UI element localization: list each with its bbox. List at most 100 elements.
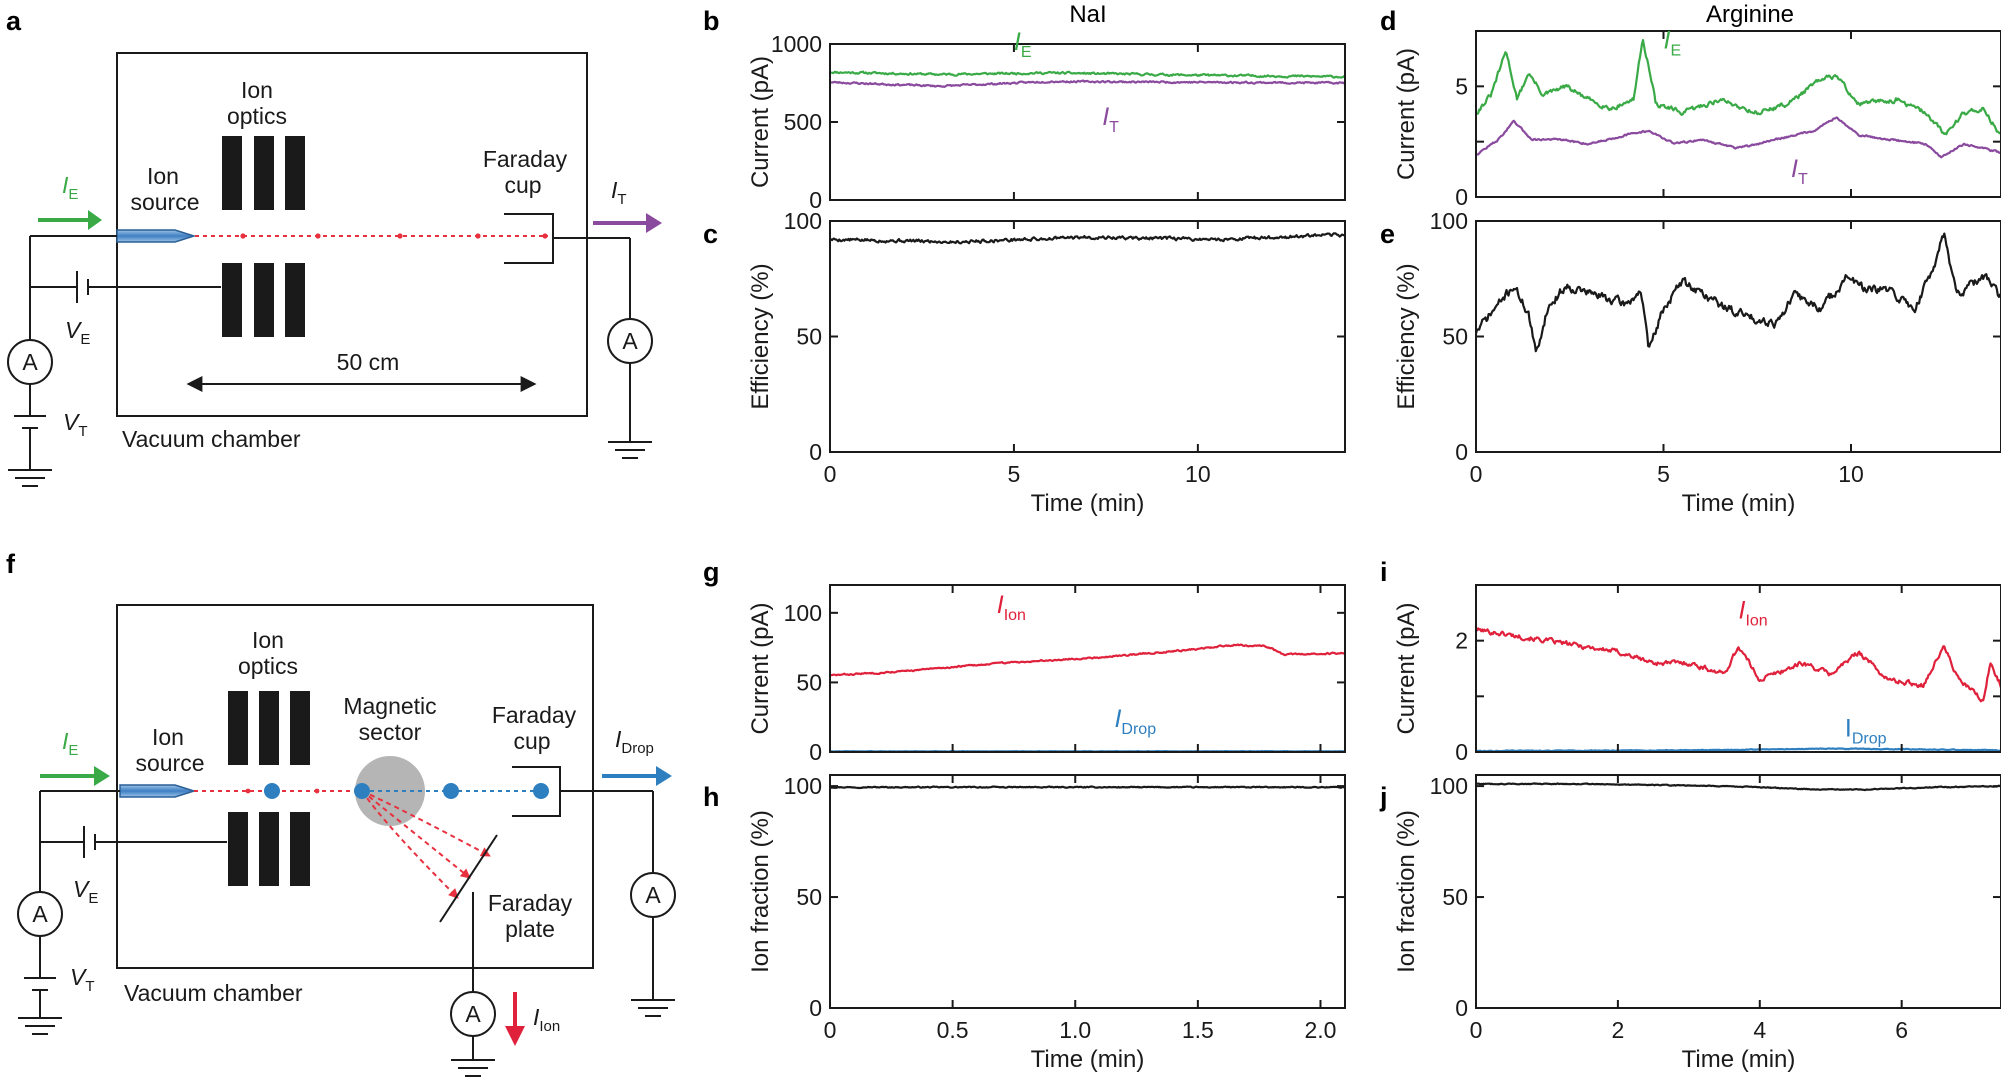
vacuum-chamber-box-f	[116, 604, 594, 969]
plot-frame	[1475, 220, 2001, 453]
column-title-nai: NaI	[1069, 1, 1106, 28]
x-axis-label: Time (min)	[1031, 490, 1145, 517]
series-I_Ion	[830, 643, 1345, 677]
faraday-cup-label-a1: Faraday	[483, 146, 568, 172]
idrop-label: IDrop	[615, 726, 654, 757]
y-axis-label: Ion fraction (%)	[747, 810, 774, 973]
ion-optics-lower	[222, 263, 305, 337]
ammeter-label-ion-f: A	[465, 1001, 481, 1027]
panel-letter-a: a	[6, 6, 22, 36]
magnetic-sector-label-2: sector	[359, 719, 422, 745]
panel-letter-g: g	[703, 557, 720, 587]
ion-optics-label-a1: Ion	[241, 77, 273, 103]
y-tick-label: 50	[1442, 324, 1468, 350]
series-I_E	[1476, 38, 2001, 136]
beam-dots-f	[264, 783, 549, 799]
y-tick-label: 1000	[771, 31, 822, 57]
x-tick-label: 2.0	[1304, 1017, 1336, 1043]
x-axis-label: Time (min)	[1031, 1046, 1145, 1073]
series-ion_fraction	[830, 785, 1345, 790]
series-label-e: IE	[1664, 27, 1682, 60]
distance-label: 50 cm	[337, 349, 400, 375]
faraday-plate	[439, 834, 498, 923]
series-group	[1476, 782, 2001, 792]
ammeter-label-right-a: A	[622, 328, 638, 354]
chart-g: 0 50 100 Current (pA) IIon IDrop	[747, 584, 1346, 765]
y-axis-label: Current (pA)	[1393, 602, 1420, 734]
y-tick-label: 2	[1455, 628, 1468, 654]
x-tick-label: 4	[1753, 1017, 1766, 1043]
plot-frame	[829, 43, 1346, 201]
series-label-drop: IDrop	[1845, 714, 1887, 747]
y-tick-label: 0	[809, 187, 822, 213]
chart-j: 0 2 4 6 0 50 100 Ion fraction (%) Time (min)	[1393, 773, 2001, 1073]
plot-frame	[1475, 584, 2001, 753]
plot-frame	[1475, 30, 2001, 198]
it-label-a: IT	[611, 177, 627, 208]
panel-letter-b: b	[703, 6, 720, 36]
schematic-f-labels: Ion optics Ion source Magnetic sector Fa…	[32, 627, 661, 1035]
ie-arrow-f	[94, 766, 110, 786]
y-tick-label: 100	[784, 773, 822, 799]
ion-source-label-f2: source	[135, 750, 204, 776]
ion-source-label-f1: Ion	[152, 724, 184, 750]
y-tick-label: 100	[784, 208, 822, 234]
magnetic-sector-label-1: Magnetic	[343, 693, 436, 719]
ion-source-label-a1: Ion	[147, 163, 179, 189]
panel-letter-f: f	[6, 549, 16, 579]
y-axis-label: Current (pA)	[747, 602, 774, 734]
iion-arrow	[505, 1026, 525, 1046]
panel-letter-i: i	[1380, 557, 1388, 587]
ie-arrow-a	[88, 210, 102, 230]
ion-source-label-a2: source	[130, 189, 199, 215]
y-axis-label: Current (pA)	[747, 56, 774, 188]
plot-frame	[829, 220, 1346, 453]
y-tick-label: 500	[784, 109, 822, 135]
series-group	[830, 232, 1345, 245]
x-tick-label: 10	[1185, 461, 1211, 487]
y-tick-label: 50	[1442, 884, 1468, 910]
y-tick-label: 0	[1455, 995, 1468, 1021]
ie-label-f: IE	[62, 728, 78, 759]
x-tick-label: 6	[1895, 1017, 1908, 1043]
series-label-t: IT	[1791, 155, 1808, 188]
panel-letter-h: h	[703, 782, 720, 812]
schematic-f	[17, 604, 676, 1077]
ion-optics-label-a2: optics	[227, 103, 287, 129]
x-tick-label: 0	[824, 1017, 837, 1043]
x-tick-label: 1.5	[1182, 1017, 1214, 1043]
y-axis-label: Current (pA)	[1393, 48, 1420, 180]
series-I_T	[1476, 116, 2001, 159]
y-tick-label: 100	[1430, 208, 1468, 234]
vt-label-a: VT	[63, 409, 88, 440]
iion-label: IIon	[533, 1004, 560, 1035]
series-I_Drop	[1476, 747, 2001, 752]
series-I_Ion	[1476, 627, 2001, 703]
series-efficiency	[830, 232, 1345, 245]
column-title-arginine: Arginine	[1706, 1, 1794, 28]
ion-optics-label-f1: Ion	[252, 627, 284, 653]
series-I_E	[830, 70, 1345, 79]
vacuum-chamber-label-f: Vacuum chamber	[124, 980, 303, 1006]
y-tick-label: 0	[1455, 439, 1468, 465]
series-group	[830, 785, 1345, 790]
y-tick-label: 5	[1455, 73, 1468, 99]
vacuum-chamber-label-a: Vacuum chamber	[122, 426, 301, 452]
panel-letter-d: d	[1380, 6, 1397, 36]
ammeter-label-left-a: A	[22, 349, 38, 375]
series-group	[1476, 232, 2001, 353]
chart-d: 0 5 Current (pA) IE IT	[1393, 27, 2001, 210]
x-axis-label: Time (min)	[1682, 1046, 1796, 1073]
faraday-plate-label-2: plate	[505, 916, 555, 942]
ion-source-tip	[116, 229, 197, 243]
x-tick-label: 0	[1470, 461, 1483, 487]
faraday-cup-label-f2: cup	[513, 728, 550, 754]
y-tick-label: 0	[809, 439, 822, 465]
chart-i: 0 2 Current (pA) IIon IDrop	[1393, 584, 2001, 765]
ion-optics-label-f2: optics	[238, 653, 298, 679]
series-ion_fraction	[1476, 782, 2001, 792]
y-tick-label: 100	[1430, 773, 1468, 799]
